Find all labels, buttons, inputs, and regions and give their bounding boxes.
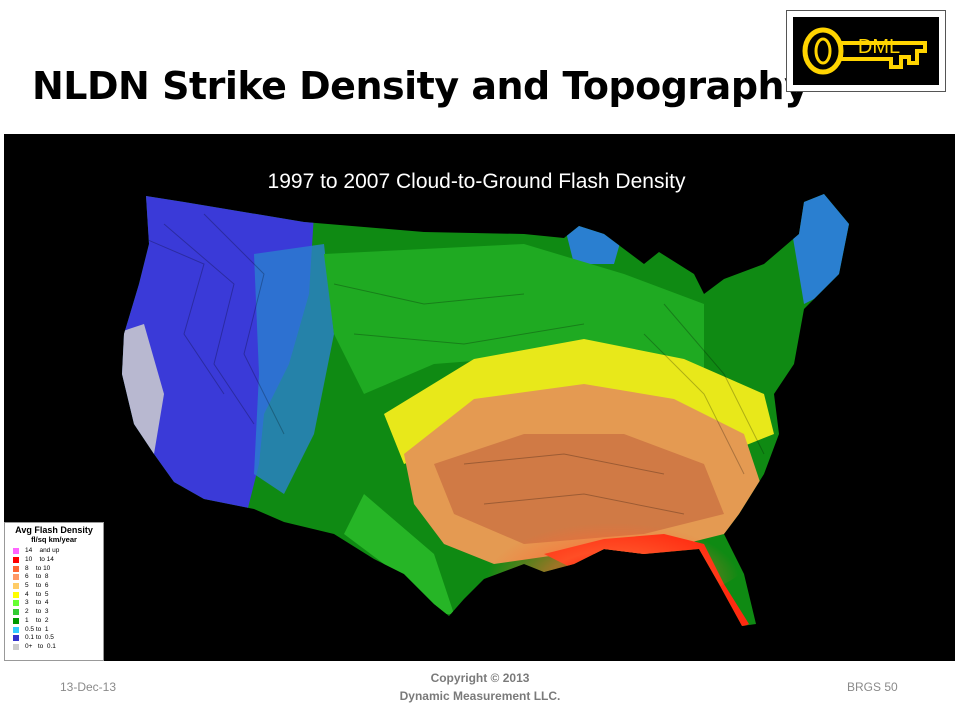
legend-item: 0.1 to 0.5 [5, 634, 103, 643]
copyright-line-2: Dynamic Measurement LLC. [399, 689, 561, 703]
legend-swatch [13, 548, 19, 555]
dml-key-logo-icon: DML [793, 17, 939, 85]
legend-range-label: 0.5 to 1 [25, 625, 49, 633]
copyright-line-1: Copyright © 2013 [430, 671, 530, 685]
legend-range-label: 0+ to 0.1 [25, 642, 56, 650]
legend-swatch [13, 626, 19, 633]
legend-range-label: 8 to 10 [25, 564, 51, 572]
legend-range-label: 10 to 14 [25, 556, 54, 564]
legend-swatch [13, 591, 19, 598]
slide-title: NLDN Strike Density and Topography [32, 64, 809, 108]
legend-item: 8 to 10 [5, 564, 103, 573]
legend-swatch [13, 565, 19, 572]
legend-item: 4 to 5 [5, 590, 103, 599]
legend-item: 6 to 8 [5, 573, 103, 582]
legend-item: 0+ to 0.1 [5, 643, 103, 652]
map-title: 1997 to 2007 Cloud-to-Ground Flash Densi… [267, 170, 686, 193]
legend-swatch [13, 600, 19, 607]
legend-title: Avg Flash Density [15, 525, 93, 535]
footer-copyright: Copyright © 2013 Dynamic Measurement LLC… [330, 669, 630, 705]
flash-density-map: 1997 to 2007 Cloud-to-Ground Flash Densi… [4, 134, 955, 661]
dml-logo: DML [786, 10, 946, 92]
legend-swatch [13, 583, 19, 590]
flash-density-legend: Avg Flash Density fl/sq km/year 14 and u… [4, 522, 104, 661]
legend-range-label: 0.1 to 0.5 [25, 634, 54, 642]
legend-range-label: 4 to 5 [25, 590, 49, 598]
legend-swatch [13, 574, 19, 581]
legend-item: 14 and up [5, 547, 103, 556]
us-map-graphic [122, 194, 849, 626]
footer-date: 13-Dec-13 [60, 680, 117, 694]
legend-swatch [13, 557, 19, 564]
legend-unit: fl/sq km/year [31, 535, 77, 544]
legend-swatch [13, 635, 19, 642]
legend-range-label: 6 to 8 [25, 573, 49, 581]
legend-item: 10 to 14 [5, 556, 103, 565]
legend-range-label: 1 to 2 [25, 616, 49, 624]
footer-slide-label: BRGS 50 [847, 680, 898, 694]
legend-swatch [13, 617, 19, 624]
legend-item: 1 to 2 [5, 617, 103, 626]
legend-item: 5 to 6 [5, 582, 103, 591]
legend-item: 0.5 to 1 [5, 625, 103, 634]
legend-range-label: 3 to 4 [25, 599, 49, 607]
logo-text: DML [858, 36, 900, 58]
legend-swatch [13, 643, 19, 650]
legend-range-label: 14 and up [25, 547, 60, 555]
legend-swatch [13, 609, 19, 616]
legend-item: 3 to 4 [5, 599, 103, 608]
legend-item: 2 to 3 [5, 608, 103, 617]
legend-range-label: 2 to 3 [25, 608, 49, 616]
legend-range-label: 5 to 6 [25, 582, 49, 590]
